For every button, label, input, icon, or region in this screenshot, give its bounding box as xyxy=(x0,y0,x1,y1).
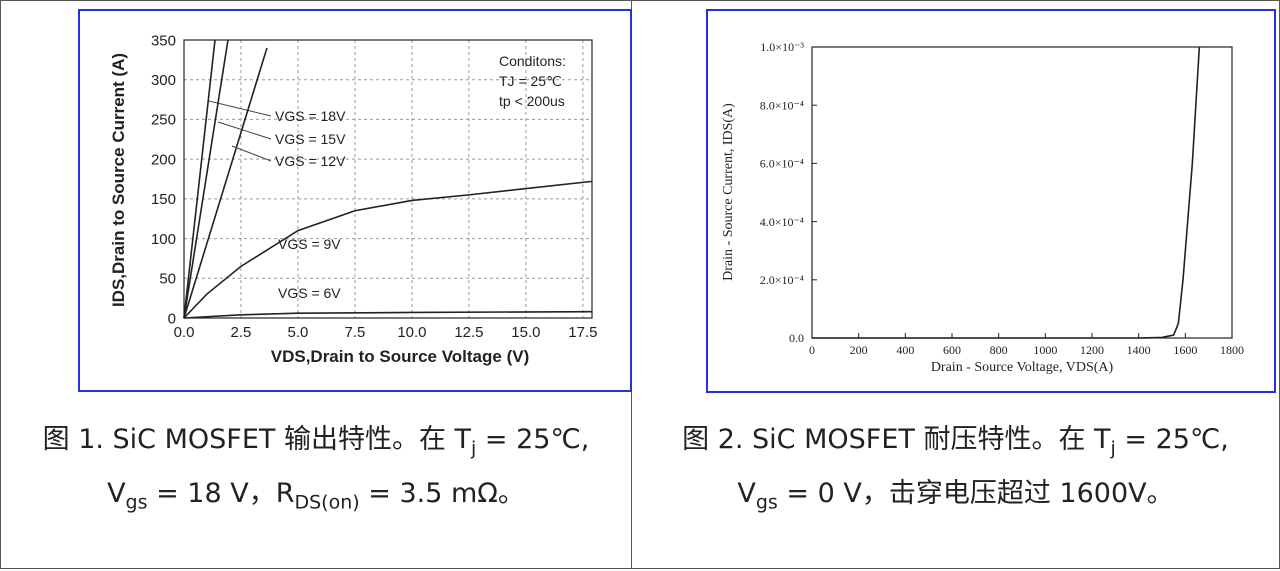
x-tick-label: 15.0 xyxy=(511,324,540,341)
caption-sub: gs xyxy=(125,491,148,514)
y-tick-label: 6.0×10⁻⁴ xyxy=(760,157,804,171)
series-line xyxy=(183,180,593,319)
y-axis-label: IDS,Drain to Source Current (A) xyxy=(109,53,128,307)
y-tick-label: 0 xyxy=(168,310,176,327)
x-tick-label: 400 xyxy=(896,343,914,357)
leader-line xyxy=(231,145,272,162)
caption-text: = 0 V，击穿电压超过 1600V。 xyxy=(777,478,1174,509)
x-tick-label: 200 xyxy=(850,343,868,357)
caption-sub: DS(on) xyxy=(294,491,360,514)
series-line xyxy=(812,46,1201,339)
x-tick-label: 10.0 xyxy=(397,324,426,341)
annotation: tp < 200us xyxy=(499,93,565,109)
legend-label: VGS = 15V xyxy=(275,131,346,147)
y-axis-label: Drain - Source Current, IDS(A) xyxy=(721,103,736,281)
x-tick-label: 0.0 xyxy=(174,324,195,341)
annotation: TJ = 25℃ xyxy=(499,73,562,89)
series-line xyxy=(183,39,229,319)
x-tick-label: 1000 xyxy=(1033,343,1057,357)
caption-text: = 18 V，R xyxy=(147,478,295,509)
x-tick-label: 5.0 xyxy=(288,324,309,341)
y-tick-label: 150 xyxy=(151,191,176,208)
x-tick-label: 12.5 xyxy=(454,324,483,341)
caption-sub: gs xyxy=(755,491,778,514)
y-tick-label: 1.0×10⁻³ xyxy=(760,40,804,54)
x-tick-label: 1600 xyxy=(1173,343,1197,357)
caption-line: 图 2. SiC MOSFET 耐压特性。在 Tj = 25℃, xyxy=(632,417,1279,459)
x-tick-label: 1200 xyxy=(1080,343,1104,357)
y-tick-label: 4.0×10⁻⁴ xyxy=(760,215,804,229)
y-tick-label: 300 xyxy=(151,72,176,89)
x-tick-label: 2.5 xyxy=(231,324,252,341)
caption-line: 图 1. SiC MOSFET 输出特性。在 Tj = 25℃, xyxy=(1,417,631,459)
y-tick-label: 350 xyxy=(151,32,176,49)
leader-line xyxy=(208,100,272,117)
figure-frame xyxy=(78,9,632,392)
y-tick-label: 50 xyxy=(159,271,176,288)
caption-text: = 25℃, xyxy=(476,424,590,455)
cell-left: 图 1. SiC MOSFET 输出特性。在 Tj = 25℃, Vgs = 1… xyxy=(0,0,632,569)
leader-line xyxy=(217,121,272,140)
legend-label: VGS = 9V xyxy=(278,236,341,252)
caption-text: = 25℃, xyxy=(1115,424,1229,455)
x-tick-label: 1400 xyxy=(1127,343,1151,357)
plot-area xyxy=(811,46,1233,339)
y-tick-label: 250 xyxy=(151,112,176,129)
x-axis-label: Drain - Source Voltage, VDS(A) xyxy=(931,360,1114,375)
caption-text: 图 1. SiC MOSFET 输出特性。在 T xyxy=(42,424,472,455)
caption-text: 图 2. SiC MOSFET 耐压特性。在 T xyxy=(682,424,1111,455)
caption-text: = 3.5 mΩ。 xyxy=(359,478,525,509)
caption-text: V xyxy=(737,478,756,509)
annotation: Conditons: xyxy=(499,53,566,69)
series-line xyxy=(183,47,268,319)
caption-text: V xyxy=(107,478,126,509)
caption-line: Vgs = 18 V，RDS(on) = 3.5 mΩ。 xyxy=(1,471,631,513)
y-tick-label: 200 xyxy=(151,151,176,168)
x-tick-label: 600 xyxy=(943,343,961,357)
legend-label: VGS = 18V xyxy=(275,108,346,124)
y-tick-label: 2.0×10⁻⁴ xyxy=(760,273,804,287)
x-tick-label: 1800 xyxy=(1220,343,1244,357)
caption-line: Vgs = 0 V，击穿电压超过 1600V。 xyxy=(632,471,1279,513)
plot-area xyxy=(183,39,593,319)
legend-label: VGS = 6V xyxy=(278,285,341,301)
series-line xyxy=(183,310,593,319)
y-tick-label: 100 xyxy=(151,231,176,248)
caption-sub: j xyxy=(471,437,477,460)
x-tick-label: 7.5 xyxy=(345,324,366,341)
legend-label: VGS = 12V xyxy=(275,153,346,169)
y-tick-label: 8.0×10⁻⁴ xyxy=(760,98,804,112)
y-tick-label: 0.0 xyxy=(789,331,804,345)
series-line xyxy=(183,39,216,319)
x-tick-label: 17.5 xyxy=(568,324,597,341)
x-tick-label: 0 xyxy=(809,343,815,357)
cell-right: 图 2. SiC MOSFET 耐压特性。在 Tj = 25℃, Vgs = 0… xyxy=(631,0,1280,569)
x-tick-label: 800 xyxy=(990,343,1008,357)
figure-frame xyxy=(706,9,1276,393)
caption-sub: j xyxy=(1110,437,1116,460)
x-axis-label: VDS,Drain to Source Voltage (V) xyxy=(271,347,530,366)
